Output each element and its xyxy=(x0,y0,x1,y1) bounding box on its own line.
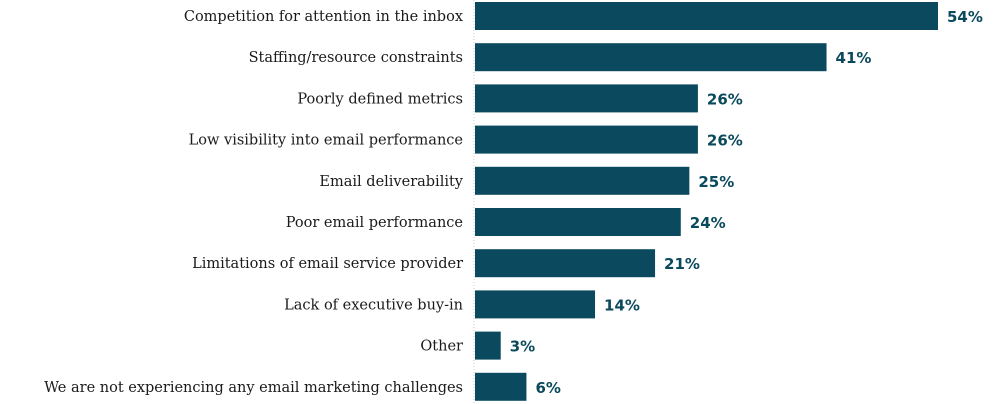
data-label: 54% xyxy=(947,8,983,26)
bar xyxy=(475,208,681,236)
data-label: 21% xyxy=(664,255,700,273)
category-label: Poorly defined metrics xyxy=(297,91,463,107)
bar xyxy=(475,331,501,360)
bar xyxy=(475,372,527,401)
data-label: 26% xyxy=(707,90,743,108)
category-label: We are not experiencing any email market… xyxy=(44,380,463,396)
data-label: 3% xyxy=(510,338,535,356)
bar xyxy=(475,290,596,319)
bar xyxy=(475,125,698,154)
bar xyxy=(475,43,827,72)
category-label: Competition for attention in the inbox xyxy=(184,9,463,25)
data-label: 14% xyxy=(604,296,640,314)
bar xyxy=(475,166,690,195)
data-label: 6% xyxy=(535,379,560,397)
category-label: Lack of executive buy-in xyxy=(284,297,463,313)
bar xyxy=(475,2,938,30)
category-label: Staffing/resource constraints xyxy=(249,50,463,66)
category-label: Other xyxy=(420,339,463,355)
category-label: Low visibility into email performance xyxy=(189,133,463,149)
bar xyxy=(475,84,698,113)
data-label: 26% xyxy=(707,132,743,150)
category-label: Poor email performance xyxy=(286,215,463,231)
category-label: Limitations of email service provider xyxy=(192,256,463,272)
data-label: 25% xyxy=(698,173,734,191)
bar xyxy=(475,249,656,278)
data-label: 41% xyxy=(836,49,872,67)
category-label: Email deliverability xyxy=(319,174,463,190)
data-label: 24% xyxy=(690,214,726,232)
